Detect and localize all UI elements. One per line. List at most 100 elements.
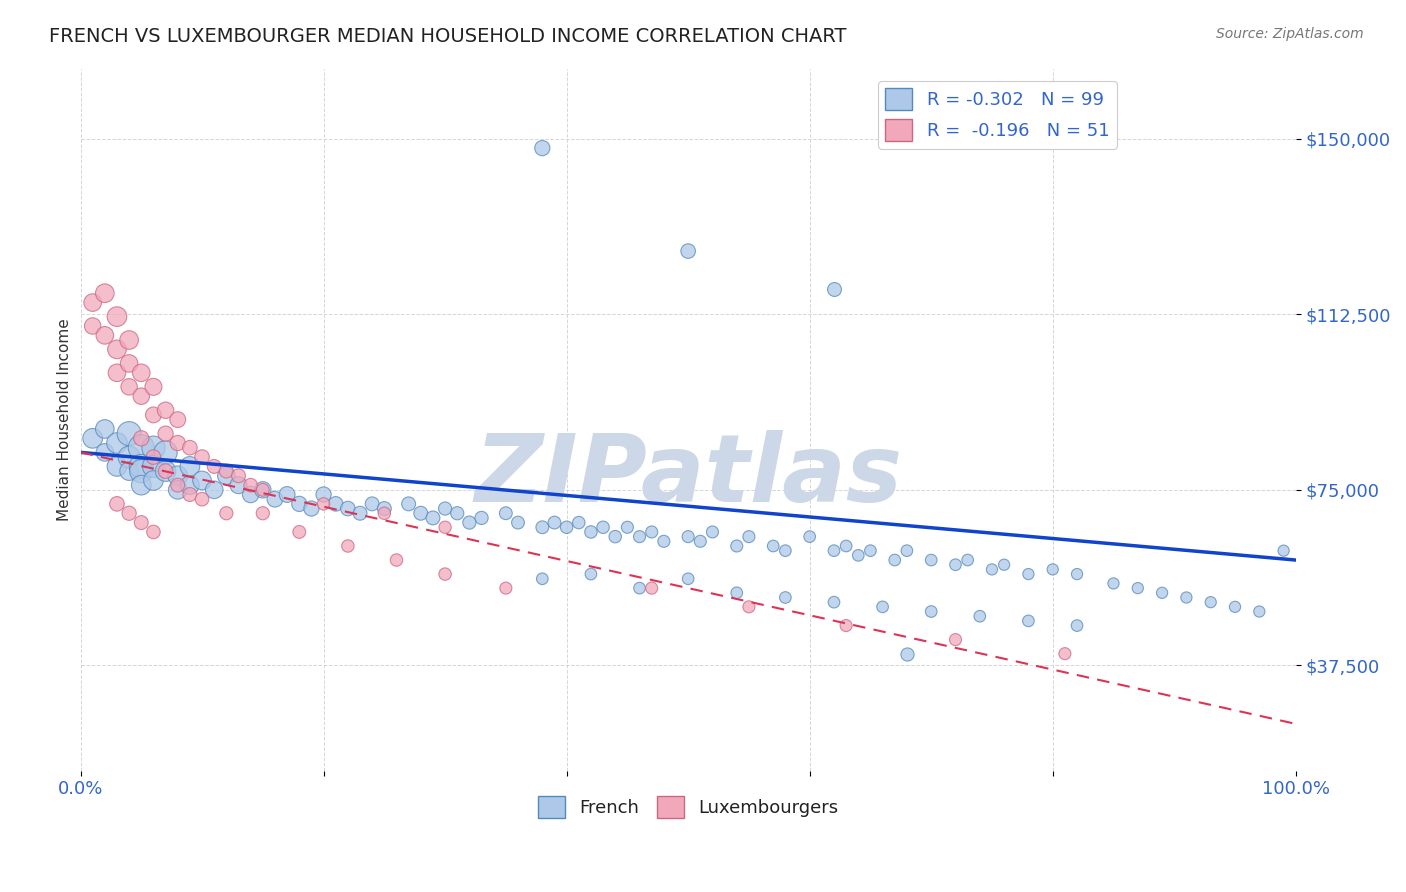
Point [105, 343, 128, 357]
Point [129, 366, 152, 380]
Point [470, 511, 492, 525]
Point [738, 530, 761, 544]
Point [166, 436, 188, 450]
Point [179, 459, 201, 474]
Point [846, 549, 869, 563]
Point [725, 586, 748, 600]
Point [94, 328, 117, 343]
Point [434, 520, 457, 534]
Point [105, 366, 128, 380]
Point [118, 333, 141, 347]
Point [118, 464, 141, 478]
Point [215, 506, 238, 520]
Point [1053, 647, 1076, 661]
Point [1175, 591, 1198, 605]
Point [312, 497, 335, 511]
Point [239, 478, 262, 492]
Point [495, 581, 517, 595]
Point [543, 516, 565, 530]
Point [446, 506, 468, 520]
Point [676, 244, 699, 258]
Point [215, 468, 238, 483]
Point [956, 553, 979, 567]
Point [1249, 605, 1271, 619]
Point [361, 497, 384, 511]
Point [859, 543, 882, 558]
Point [82, 318, 104, 333]
Point [264, 492, 287, 507]
Point [228, 468, 250, 483]
Point [155, 426, 177, 441]
Point [191, 474, 214, 488]
Point [628, 530, 651, 544]
Point [94, 286, 117, 301]
Point [82, 431, 104, 445]
Point [1066, 567, 1088, 582]
Point [228, 478, 250, 492]
Point [422, 511, 444, 525]
Point [434, 501, 457, 516]
Point [920, 605, 942, 619]
Point [1126, 581, 1149, 595]
Point [179, 441, 201, 455]
Point [993, 558, 1015, 572]
Point [202, 459, 225, 474]
Point [179, 487, 201, 501]
Point [823, 281, 845, 295]
Point [835, 618, 858, 632]
Point [118, 356, 141, 370]
Point [105, 436, 128, 450]
Point [142, 474, 165, 488]
Point [82, 295, 104, 310]
Point [725, 539, 748, 553]
Point [179, 478, 201, 492]
Point [495, 506, 517, 520]
Point [94, 422, 117, 436]
Point [506, 516, 529, 530]
Point [605, 530, 627, 544]
Point [105, 459, 128, 474]
Point [883, 553, 905, 567]
Point [118, 450, 141, 464]
Point [215, 464, 238, 478]
Point [142, 524, 165, 539]
Point [129, 441, 152, 455]
Point [191, 450, 214, 464]
Point [896, 543, 918, 558]
Point [191, 492, 214, 507]
Point [969, 609, 991, 624]
Legend: French, Luxembourgers: French, Luxembourgers [530, 789, 846, 825]
Point [835, 539, 858, 553]
Point [325, 497, 347, 511]
Point [1017, 567, 1039, 582]
Point [1199, 595, 1222, 609]
Point [531, 572, 554, 586]
Point [1017, 614, 1039, 628]
Point [276, 487, 298, 501]
Point [409, 506, 432, 520]
Point [738, 599, 761, 614]
Point [823, 543, 845, 558]
Point [762, 539, 785, 553]
Point [118, 426, 141, 441]
Point [105, 497, 128, 511]
Point [155, 445, 177, 459]
Point [142, 408, 165, 422]
Point [94, 445, 117, 459]
Point [155, 464, 177, 478]
Point [945, 632, 967, 647]
Point [1272, 543, 1295, 558]
Point [105, 310, 128, 324]
Point [568, 516, 591, 530]
Point [166, 478, 188, 492]
Point [349, 506, 371, 520]
Point [641, 581, 664, 595]
Point [531, 141, 554, 155]
Point [336, 539, 359, 553]
Point [118, 506, 141, 520]
Point [1223, 599, 1246, 614]
Point [628, 581, 651, 595]
Point [676, 572, 699, 586]
Point [252, 483, 274, 497]
Point [142, 450, 165, 464]
